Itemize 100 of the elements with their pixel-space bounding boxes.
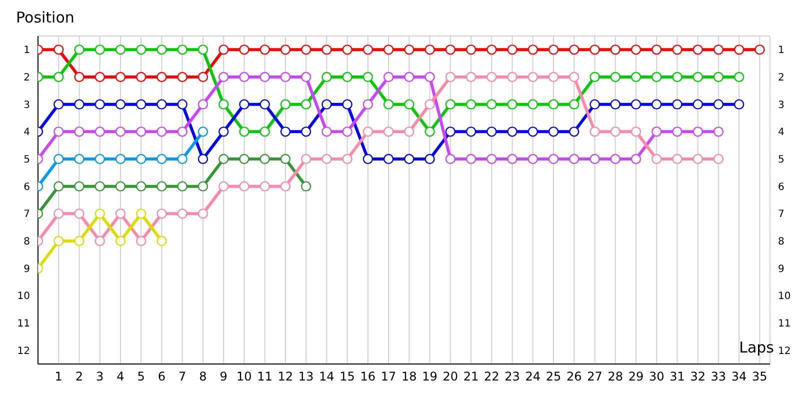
point bbox=[322, 126, 332, 137]
x-tick-label: 6 bbox=[158, 370, 166, 384]
point bbox=[610, 44, 620, 55]
point bbox=[177, 126, 188, 137]
y2-tick-label: 5 bbox=[778, 154, 784, 166]
point bbox=[362, 72, 374, 82]
point bbox=[136, 126, 146, 137]
point bbox=[218, 181, 229, 192]
point bbox=[177, 181, 188, 192]
point bbox=[569, 99, 580, 110]
point bbox=[548, 99, 559, 110]
point bbox=[672, 72, 682, 82]
point bbox=[362, 44, 374, 55]
point bbox=[362, 99, 374, 110]
point bbox=[424, 154, 435, 164]
point bbox=[115, 72, 126, 82]
x-tick-label: 12 bbox=[278, 370, 294, 384]
x-tick-label: 19 bbox=[422, 370, 438, 384]
y-tick-label: 10 bbox=[17, 291, 30, 302]
point bbox=[590, 99, 600, 110]
point bbox=[136, 99, 146, 110]
point bbox=[177, 208, 188, 219]
point bbox=[424, 99, 435, 110]
point bbox=[300, 72, 312, 82]
point bbox=[54, 154, 64, 164]
point bbox=[54, 72, 64, 82]
point bbox=[672, 44, 682, 55]
x-tick-label: 21 bbox=[463, 370, 479, 384]
point bbox=[260, 181, 270, 192]
point bbox=[569, 154, 580, 164]
point bbox=[528, 99, 538, 110]
point bbox=[590, 72, 600, 82]
point bbox=[734, 44, 744, 55]
y2-tick-label: 3 bbox=[778, 100, 784, 111]
point bbox=[177, 72, 188, 82]
x-tick-label: 8 bbox=[199, 370, 207, 384]
point bbox=[239, 126, 250, 137]
point bbox=[198, 154, 208, 164]
point bbox=[94, 154, 105, 164]
x-tick-label: 31 bbox=[670, 370, 685, 384]
y-tick-label: 2 bbox=[24, 72, 30, 84]
point bbox=[54, 208, 64, 219]
x-tick-label: 13 bbox=[298, 370, 314, 384]
point bbox=[239, 72, 250, 82]
x-tick-label: 23 bbox=[504, 370, 520, 384]
y-tick-label: 12 bbox=[17, 346, 30, 357]
point bbox=[466, 154, 476, 164]
point bbox=[300, 126, 312, 137]
point bbox=[383, 72, 394, 82]
point bbox=[156, 126, 167, 137]
point bbox=[300, 44, 312, 55]
point bbox=[280, 44, 291, 55]
x-tick-label: 28 bbox=[608, 370, 623, 384]
x-tick-label: 14 bbox=[319, 370, 334, 384]
point bbox=[218, 99, 229, 110]
point bbox=[136, 236, 146, 246]
y-tick-label: 6 bbox=[24, 182, 30, 193]
point bbox=[136, 72, 146, 82]
y-tick-label: 9 bbox=[24, 264, 30, 275]
y-tick-label: 11 bbox=[17, 318, 30, 330]
x-tick-label: 11 bbox=[257, 370, 272, 384]
point bbox=[74, 72, 84, 82]
point bbox=[383, 99, 394, 110]
point bbox=[466, 44, 476, 55]
point bbox=[300, 99, 312, 110]
point bbox=[610, 99, 620, 110]
point bbox=[610, 154, 620, 164]
point bbox=[507, 99, 518, 110]
point bbox=[548, 44, 559, 55]
point bbox=[362, 154, 374, 164]
point bbox=[528, 154, 538, 164]
point bbox=[94, 126, 105, 137]
point bbox=[610, 72, 620, 82]
point bbox=[177, 44, 188, 55]
point bbox=[74, 208, 84, 219]
point bbox=[466, 126, 476, 137]
point bbox=[115, 236, 126, 246]
x-axis-title: Laps bbox=[739, 338, 774, 357]
point bbox=[115, 154, 126, 164]
point bbox=[590, 44, 600, 55]
point bbox=[445, 126, 456, 137]
point bbox=[486, 72, 497, 82]
point bbox=[136, 44, 146, 55]
x-tick-label: 29 bbox=[628, 370, 644, 384]
point bbox=[651, 44, 662, 55]
point bbox=[404, 154, 414, 164]
point bbox=[404, 72, 414, 82]
point bbox=[486, 44, 497, 55]
point bbox=[630, 44, 642, 55]
point bbox=[692, 126, 703, 137]
point bbox=[74, 99, 84, 110]
x-tick-label: 25 bbox=[546, 370, 562, 384]
point bbox=[74, 154, 84, 164]
point bbox=[280, 126, 291, 137]
point bbox=[630, 72, 642, 82]
point bbox=[672, 126, 682, 137]
point bbox=[218, 154, 229, 164]
point bbox=[218, 126, 229, 137]
point bbox=[156, 154, 167, 164]
point bbox=[198, 126, 208, 137]
